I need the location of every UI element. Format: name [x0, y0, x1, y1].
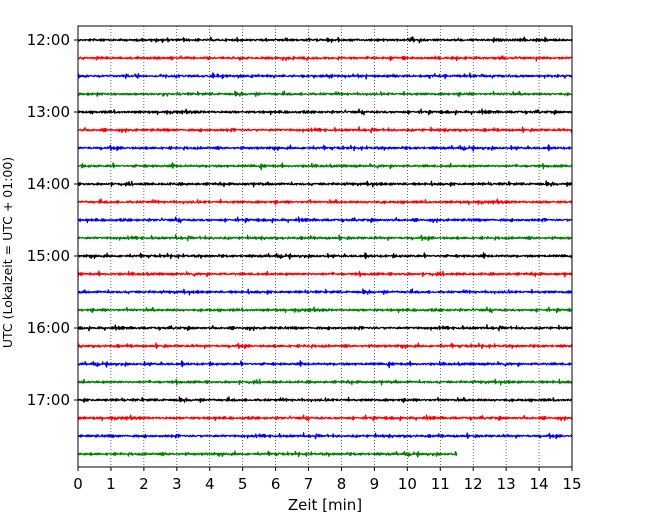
- trace-line: [77, 414, 573, 422]
- y-tick-label: 17:00: [27, 391, 70, 409]
- trace-line: [77, 288, 573, 296]
- x-tick-label: 8: [337, 475, 347, 493]
- trace-line: [77, 72, 573, 80]
- x-tick-label: 2: [139, 475, 149, 493]
- trace-line: [77, 216, 573, 224]
- y-axis-ticks: 12:00 13:00 14:00 15:00 16:00 17:00: [27, 31, 78, 409]
- x-tick-label: 13: [497, 475, 516, 493]
- trace-line: [77, 324, 573, 332]
- plot-frame: [77, 25, 573, 468]
- x-tick-label: 11: [431, 475, 450, 493]
- trace-line: [77, 108, 573, 116]
- trace-line: [77, 126, 573, 134]
- trace-line: [77, 306, 573, 314]
- x-tick-label: 12: [464, 475, 483, 493]
- x-tick-label: 15: [562, 475, 581, 493]
- trace-line: [77, 378, 573, 386]
- x-tick-label: 5: [238, 475, 248, 493]
- x-tick-label: 4: [205, 475, 215, 493]
- y-tick-label: 16:00: [27, 319, 70, 337]
- trace-line: [77, 252, 573, 260]
- trace-line: [77, 90, 573, 98]
- y-axis-label: UTC (Lokalzeit = UTC + 01:00): [0, 157, 15, 348]
- trace-line: [77, 234, 573, 242]
- grid-lines: [77, 26, 573, 467]
- y-tick-label: 13:00: [27, 103, 70, 121]
- trace-group: [77, 36, 573, 458]
- x-tick-label: 1: [106, 475, 116, 493]
- y-tick-label: 12:00: [27, 31, 70, 49]
- trace-line: [77, 342, 573, 350]
- y-tick-label: 14:00: [27, 175, 70, 193]
- x-axis-ticks: 0 1 2 3 4 5 6 7 8 9 10 11 12 13 14 15: [73, 467, 582, 493]
- x-tick-label: 6: [271, 475, 281, 493]
- trace-line: [77, 162, 573, 171]
- trace-line: [77, 36, 573, 44]
- x-tick-label: 0: [73, 475, 83, 493]
- trace-line: [77, 360, 573, 369]
- trace-line: [77, 270, 573, 278]
- x-tick-label: 3: [172, 475, 182, 493]
- x-tick-label: 7: [304, 475, 314, 493]
- trace-line: [77, 144, 573, 152]
- x-axis-label: Zeit [min]: [288, 496, 362, 514]
- trace-line: [77, 55, 573, 62]
- x-tick-label: 9: [370, 475, 380, 493]
- y-tick-label: 15:00: [27, 247, 70, 265]
- x-tick-label: 14: [530, 475, 549, 493]
- trace-line: [77, 432, 573, 440]
- trace-line: [77, 396, 573, 404]
- trace-line: [77, 180, 573, 188]
- x-tick-label: 10: [398, 475, 417, 493]
- trace-line: [77, 198, 573, 206]
- trace-line: [77, 450, 458, 458]
